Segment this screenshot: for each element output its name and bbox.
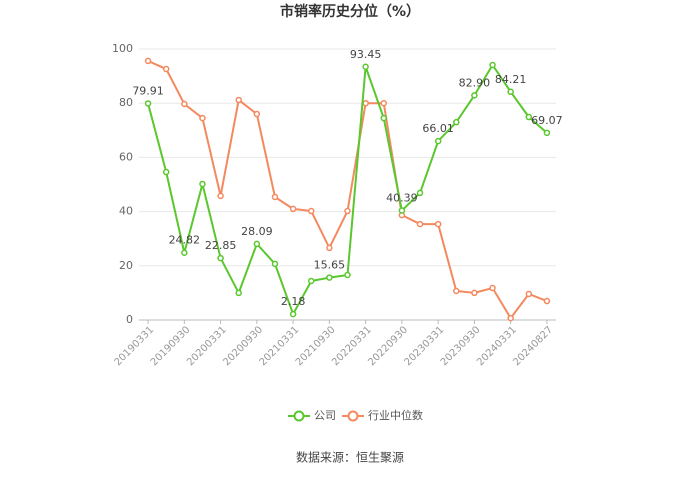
point [162,65,170,73]
value-label: 24.82 [169,234,201,247]
value-label: 69.07 [531,114,563,127]
point [380,99,388,107]
source: 数据来源：恒生聚源 [296,450,404,465]
value-label: 28.09 [241,225,273,238]
point [326,244,333,252]
point [144,57,152,65]
point [162,168,170,176]
point [271,193,279,201]
point [235,96,242,104]
chart-title: 市销率历史分位（%） [280,3,420,20]
point [289,205,297,213]
legend-label: 行业中位数 [368,408,423,422]
point [434,220,442,228]
point [453,118,460,126]
legend-label: 公司 [314,409,336,422]
y-tick-label: 80 [119,96,133,109]
point [543,129,551,137]
value-label: 40.39 [386,192,418,205]
point [362,99,369,107]
point [253,240,261,248]
point [181,249,188,256]
point [525,113,533,121]
point [253,110,261,118]
y-tick-label: 60 [119,150,133,163]
value-label: 79.91 [132,84,164,97]
point [434,137,442,145]
value-label: 82.90 [459,76,491,89]
point [362,63,369,71]
point [217,254,224,262]
point [398,207,406,214]
point [344,271,351,279]
point [453,287,460,295]
point [181,100,188,108]
point [344,207,351,215]
point [507,88,514,96]
point [471,289,478,297]
value-label: 66.01 [422,122,454,135]
point [199,180,206,188]
value-label: 84.21 [495,73,527,86]
point [217,192,224,200]
y-tick-label: 0 [126,313,133,326]
point [507,314,514,322]
y-tick-label: 100 [112,42,133,55]
legend-marker [347,410,359,422]
point [489,284,496,292]
point [489,61,496,69]
value-label: 93.45 [350,48,382,61]
y-tick-label: 20 [119,259,133,272]
series-line [147,60,548,320]
y-tick-label: 40 [119,205,133,218]
point [326,274,333,281]
point [543,297,551,305]
point [471,92,478,99]
point [416,220,424,228]
point [144,100,152,107]
value-label: 2.18 [281,295,306,308]
value-label: 15.65 [314,259,346,272]
point [380,114,388,122]
point [235,289,242,297]
value-label: 22.85 [205,239,237,252]
point [289,310,297,318]
point [307,277,315,285]
point [307,207,315,215]
point [199,114,206,122]
x-tick-label: 20240827 [511,324,555,368]
legend-marker [293,410,305,422]
point [271,260,279,268]
point [416,189,424,197]
point [525,290,533,298]
